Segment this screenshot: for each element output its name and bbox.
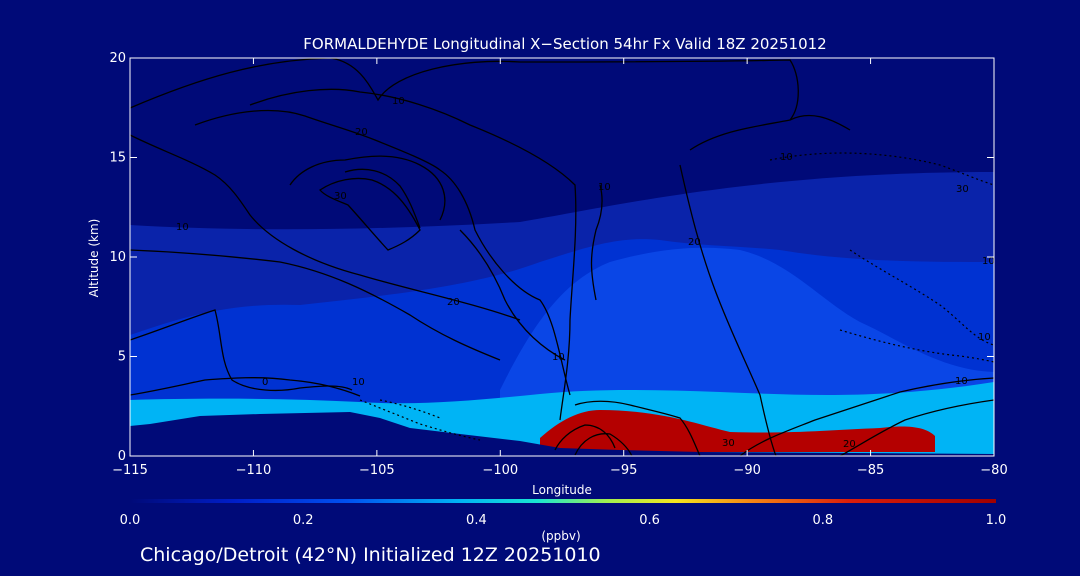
y-axis-label: Altitude (km) (87, 219, 101, 298)
contour-line (130, 249, 501, 361)
contour-label: 0 (262, 377, 268, 388)
contour-label: 30 (722, 438, 735, 449)
contour-line (194, 109, 571, 396)
contour-label: 10 (392, 96, 405, 107)
contour-label: 30 (956, 184, 969, 195)
contour-line (459, 229, 566, 361)
contour-line (249, 88, 577, 421)
x-tick-label: −105 (359, 463, 395, 478)
contour-labels: 10 20 30 20 10 10 20 10 30 10 10 10 0 10… (176, 96, 995, 450)
contour-line (130, 377, 361, 397)
x-axis-label: Longitude (532, 483, 592, 497)
contour-line (130, 58, 799, 121)
y-tick-label: 15 (109, 151, 126, 166)
dotted-contours (359, 152, 994, 441)
colorbar-tick-label: 1.0 (986, 513, 1007, 528)
colorbar (130, 499, 996, 503)
contour-line (130, 309, 353, 392)
contour-label: 10 (982, 256, 995, 267)
contour-lines (130, 58, 994, 456)
contour-label: 10 (780, 152, 793, 163)
x-tick-label: −80 (980, 463, 1007, 478)
contour-line (554, 424, 616, 451)
contour-label: 10 (352, 377, 365, 388)
colorbar-ticks: 0.0 0.2 0.4 0.6 0.8 1.0 (120, 513, 1007, 528)
field-level-plume (540, 410, 935, 452)
contour-label: 20 (447, 297, 460, 308)
colorbar-tick-label: 0.8 (812, 513, 833, 528)
contour-label: 20 (843, 439, 856, 450)
contour-label: 30 (334, 191, 347, 202)
terrain (130, 412, 994, 456)
contour-label: 10 (552, 352, 565, 363)
contour-label: 10 (978, 332, 991, 343)
contour-label: 10 (955, 376, 968, 387)
dotted-contour-line (769, 152, 994, 186)
y-tick-label: 20 (109, 51, 126, 66)
dotted-contour-line (839, 329, 994, 363)
contour-line (679, 164, 777, 456)
x-tick-label: −90 (733, 463, 760, 478)
colorbar-tick-label: 0.4 (466, 513, 487, 528)
contour-label: 10 (176, 222, 189, 233)
colorbar-tick-label: 0.2 (293, 513, 314, 528)
contour-line (574, 400, 701, 456)
x-tick-label: −100 (482, 463, 518, 478)
run-info: Chicago/Detroit (42°N) Initialized 12Z 2… (140, 544, 601, 566)
contour-label: 20 (355, 127, 368, 138)
colorbar-tick-label: 0.6 (639, 513, 660, 528)
x-axis-ticks: −115 −110 −105 −100 −95 −90 −85 −80 (112, 58, 1008, 478)
dotted-contour-line (379, 399, 441, 419)
y-tick-label: 5 (118, 350, 126, 365)
contour-line (130, 134, 521, 321)
colorbar-tick-label: 0.0 (120, 513, 141, 528)
contour-line (689, 114, 851, 151)
colorbar-label: (ppbv) (541, 529, 580, 543)
contour-line (574, 433, 633, 456)
contour-line (289, 155, 446, 221)
y-tick-label: 10 (109, 250, 126, 265)
contour-label: 20 (688, 237, 701, 248)
contour-line (839, 399, 994, 456)
concentration-field (130, 58, 994, 456)
contour-line (739, 377, 994, 456)
x-tick-label: −115 (112, 463, 148, 478)
y-axis-ticks: 0 5 10 15 20 (109, 51, 994, 464)
x-tick-label: −110 (236, 463, 272, 478)
x-tick-label: −95 (610, 463, 637, 478)
contour-label: 10 (598, 182, 611, 193)
dotted-contour-line (849, 249, 994, 346)
contour-line (319, 177, 421, 251)
contour-line (344, 168, 421, 229)
y-tick-label: 0 (118, 449, 126, 464)
contour-line (590, 184, 603, 301)
x-tick-label: −85 (857, 463, 884, 478)
chart-title: FORMALDEHYDE Longitudinal X−Section 54hr… (303, 35, 826, 53)
